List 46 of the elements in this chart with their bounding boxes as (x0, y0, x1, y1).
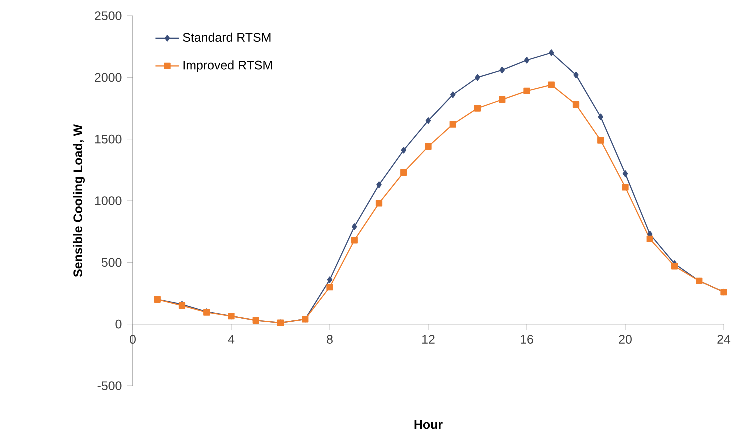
point (500, 66, 506, 74)
point (622, 170, 628, 178)
point (524, 57, 530, 64)
point (450, 92, 456, 98)
x-tick-label: 0 (130, 335, 136, 344)
legend-label: Standard RTSM (183, 32, 271, 42)
point (400, 169, 408, 176)
point (622, 184, 629, 191)
y-tick-label: 1500 (95, 134, 122, 144)
point (401, 147, 407, 154)
point (450, 121, 456, 128)
y-tick-label: -500 (98, 382, 122, 390)
point (351, 237, 358, 244)
x-tick-label: 24 (718, 335, 731, 344)
point (671, 263, 678, 270)
point (376, 200, 383, 207)
y-tick-label: 2000 (95, 73, 122, 82)
x-tick-label: 16 (521, 335, 534, 344)
point (475, 74, 480, 81)
point (548, 82, 555, 88)
point (352, 224, 358, 230)
y-tick-label: 1000 (95, 196, 122, 206)
point (426, 118, 432, 124)
point (598, 137, 604, 144)
point (425, 143, 432, 150)
x-tick-label: 8 (327, 335, 333, 344)
point (572, 101, 580, 108)
point (549, 50, 554, 56)
x-tick-label: 20 (619, 335, 632, 344)
y-tick-label: 500 (102, 258, 122, 268)
point (499, 96, 506, 104)
point (474, 105, 482, 112)
x-tick-label: 12 (422, 335, 435, 344)
point (598, 114, 604, 120)
point (327, 276, 333, 284)
point (524, 88, 530, 95)
point (646, 236, 654, 243)
x-axis-title: Hour (414, 420, 443, 430)
point (574, 72, 579, 79)
point (326, 284, 334, 291)
y-tick-label: 2500 (95, 12, 122, 20)
x-tick-label: 4 (228, 335, 235, 344)
point (376, 182, 382, 188)
legend-label: Improved RTSM (184, 60, 272, 72)
y-axis-title: Sensible Cooling Load, W (73, 124, 86, 278)
y-tick-label: 0 (116, 320, 122, 329)
